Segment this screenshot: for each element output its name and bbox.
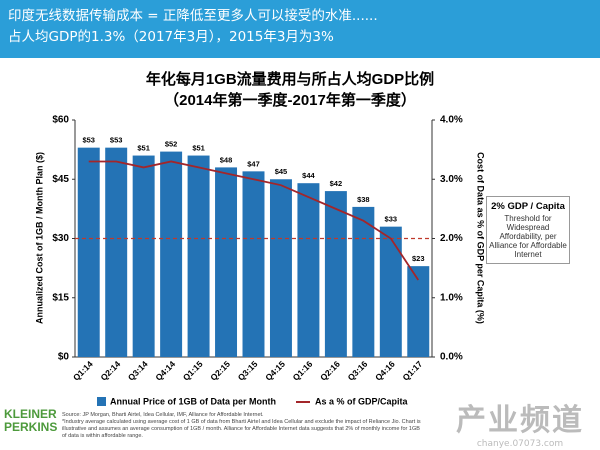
legend-label: As a % of GDP/Capita [315,396,409,406]
x-tick-label: Q3:14 [126,359,150,383]
y-tick-label: $45 [52,174,69,185]
source: Source: JP Morgan, Bharti Airtel, Idea C… [62,412,422,440]
data-label: $33 [385,215,398,224]
line [88,160,420,281]
data-label: $42 [330,179,343,188]
x-tick-label: Q1:14 [71,359,95,383]
x-tick-label: Q2:16 [318,359,342,383]
annotation-text: Threshold for Widespread Affordability, … [489,214,567,259]
data-label: $45 [275,167,288,176]
x-tick-label: Q1:17 [400,359,424,383]
annotation: 2% GDP / Capita Threshold for Widespread … [486,196,570,264]
y-axis-label: Annualized Cost of 1GB / Month Plan ($) [34,152,44,324]
watermark-url: chanye.07073.com [476,439,564,449]
data-label: $23 [412,254,425,263]
y-tick-label: $15 [52,292,69,303]
note-text: *Industry average calculated using avera… [62,419,421,439]
y2-tick-label: 0.0% [440,352,463,363]
y-tick-label: $0 [58,352,70,363]
bar [324,191,347,357]
source-text: Source: JP Morgan, Bharti Airtel, Idea C… [62,412,264,418]
header-line: 印度无线数据传输成本 = 正降低至更多人可以接受的水准...... [8,8,378,24]
data-label: $38 [357,195,370,204]
bar [297,183,320,357]
header-line: 占人均GDP的1.3%（2017年3月），2015年3月为3% [8,29,334,45]
bar [187,155,210,357]
bar [215,167,238,357]
logo: KLEINER PERKINS [4,407,58,434]
annotation-title: 2% GDP / Capita [491,201,565,212]
bar [407,266,430,357]
x-tick-label: Q2:14 [98,359,122,383]
x-tick-label: Q1:16 [291,359,315,383]
y-tick-label: $60 [52,115,69,126]
bar [379,226,402,357]
bar [132,155,155,357]
chart-title: 年化每月1GB流量费用与所占人均GDP比例 [146,70,434,88]
bar [352,206,375,357]
data-label: $44 [302,171,315,180]
bar [105,147,128,357]
bar [242,171,265,357]
x-tick-label: Q4:15 [263,359,287,383]
data-label: $53 [110,136,123,145]
x-tick-label: Q1:15 [181,359,205,383]
x-tick-label: Q3:15 [236,359,260,383]
y2-tick-label: 1.0% [440,292,463,303]
x-tick-label: Q4:16 [373,359,397,383]
data-label: $47 [247,159,260,168]
bar [269,179,292,357]
y2-tick-label: 3.0% [440,174,463,185]
data-label: $53 [82,136,95,145]
y2-axis-label: Cost of Data as % of GDP per Capita (%) [476,152,486,324]
x-tick-label: Q4:14 [153,359,177,383]
chart-subtitle: （2014年第一季度-2017年第一季度） [164,91,416,109]
bar [77,147,100,357]
data-label: $52 [165,140,178,149]
bar [160,151,183,357]
data-label: $51 [192,144,205,153]
x-tick-label: Q3:16 [346,359,370,383]
header: 印度无线数据传输成本 = 正降低至更多人可以接受的水准...... 占人均GDP… [0,0,600,58]
data-label: $48 [220,155,233,164]
watermark-text: 产业频道 [456,403,584,438]
legend-swatch [97,397,106,406]
watermark: 产业频道 chanye.07073.com [445,395,595,449]
x-tick-label: Q2:15 [208,359,232,383]
y2-tick-label: 2.0% [440,233,463,244]
data-label: $51 [137,144,150,153]
legend-label: Annual Price of 1GB of Data per Month [110,396,276,406]
y2-tick-label: 4.0% [440,115,463,126]
y-tick-label: $30 [52,233,69,244]
